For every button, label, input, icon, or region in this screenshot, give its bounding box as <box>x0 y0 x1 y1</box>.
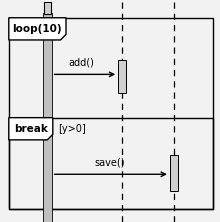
Bar <box>118 60 126 93</box>
Text: add(): add() <box>68 58 94 68</box>
Text: break: break <box>14 124 48 134</box>
Text: save(): save() <box>95 158 125 168</box>
Text: [y>0]: [y>0] <box>58 124 86 134</box>
Polygon shape <box>9 18 66 40</box>
Bar <box>43 13 52 222</box>
Bar <box>170 155 178 191</box>
Bar <box>44 2 51 14</box>
Text: loop(10): loop(10) <box>13 24 62 34</box>
Polygon shape <box>9 118 53 140</box>
